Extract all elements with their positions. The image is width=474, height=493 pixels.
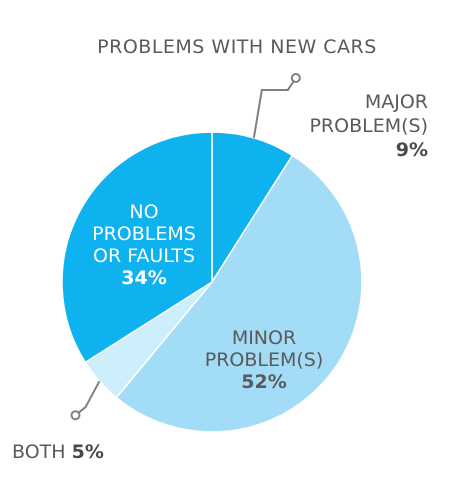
label-minor-problems-value: 52% [241,371,286,393]
chart-title: PROBLEMS WITH NEW CARS [97,36,377,58]
label-major-line1: MAJOR [364,91,428,113]
label-no-problems-line-1: NO [129,201,158,223]
pie-slice-no-problems-or-faults [61,131,213,364]
label-no-problems-line-3: OR FAULTS [93,245,195,267]
label-major-value: 9% [395,139,428,161]
pie-slice-minor-problem-s [115,154,363,433]
label-no-problems-line-2: PROBLEMS [92,223,196,245]
label-major-line2: PROBLEM(S) [309,115,428,137]
label-minor-problems-line-2: PROBLEM(S) [205,349,324,371]
label-no-problems-value: 34% [121,267,166,289]
both-leader-dot [70,410,81,421]
label-minor-problems: MINOR PROBLEM(S) 52% [205,327,324,393]
major-leader-dot [290,72,301,83]
label-both-name: BOTH [12,441,66,463]
label-both-value: 5% [71,441,104,463]
major-leader-line [252,77,297,139]
label-major-problems: MAJOR PROBLEM(S) 9% [309,90,428,162]
label-no-problems: NO PROBLEMS OR FAULTS 34% [92,201,196,289]
pie-slice-major-problem-s [211,131,294,285]
both-leader-line [74,380,101,416]
label-both: BOTH 5% [12,440,104,464]
label-minor-problems-line-1: MINOR [232,327,296,349]
